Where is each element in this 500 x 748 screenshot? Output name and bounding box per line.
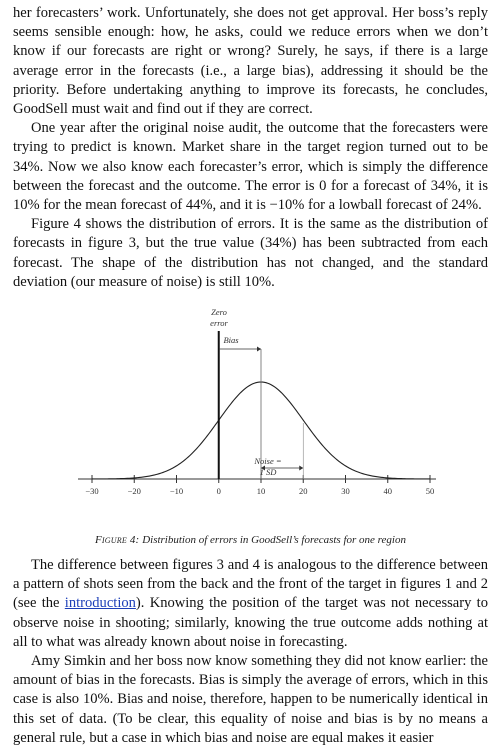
x-tick-label: −10 (170, 486, 183, 496)
x-tick-label: 40 (384, 486, 393, 496)
introduction-link[interactable]: introduction (64, 595, 136, 612)
book-page: her forecasters’ work. Unfortunately, sh… (13, 5, 488, 746)
paragraph-1: her forecasters’ work. Unfortunately, sh… (13, 5, 488, 118)
paragraph-4-text-a: The difference between figures 3 and 4 i… (13, 557, 488, 612)
zero-error-label-line1: Zero (211, 307, 227, 317)
x-tick-label: 10 (257, 486, 266, 496)
error-distribution-chart: −30 −20 −10 0 10 20 30 40 50 Zero error Bias Noi… (78, 307, 436, 496)
noise-arrowhead-right (299, 465, 304, 471)
paragraph-5: Amy Simkin and her boss now know somethi… (13, 653, 488, 746)
noise-label-line2: 1 SD (260, 467, 278, 477)
paragraph-3: Figure 4 shows the distribution of error… (13, 216, 488, 290)
x-tick-label: 20 (299, 486, 308, 496)
paragraph-4-text-b: ). Knowing the position of the target wa… (13, 595, 488, 650)
paragraph-2: One year after the original noise audit,… (13, 120, 488, 214)
paragraph-4: The difference between figures 3 and 4 i… (13, 556, 488, 652)
caption-label: Figure 4: (95, 534, 140, 547)
x-tick-label: 0 (217, 486, 221, 496)
bias-label: Bias (223, 335, 239, 345)
x-tick-label: −20 (128, 486, 141, 496)
bias-arrowhead (257, 346, 261, 352)
noise-label-line1: Noise = (253, 456, 281, 466)
figure-4: −30 −20 −10 0 10 20 30 40 50 Zero error Bias Noi… (13, 301, 488, 530)
caption-text: Distribution of errors in GoodSell’s for… (139, 534, 406, 547)
figure-caption: Figure 4: Distribution of errors in Good… (13, 533, 488, 547)
noise-arrowhead-left (261, 465, 265, 471)
zero-error-label-line2: error (210, 318, 228, 328)
x-tick-label: −30 (85, 486, 98, 496)
x-tick-label: 30 (341, 486, 350, 496)
x-tick-label: 50 (426, 486, 435, 496)
